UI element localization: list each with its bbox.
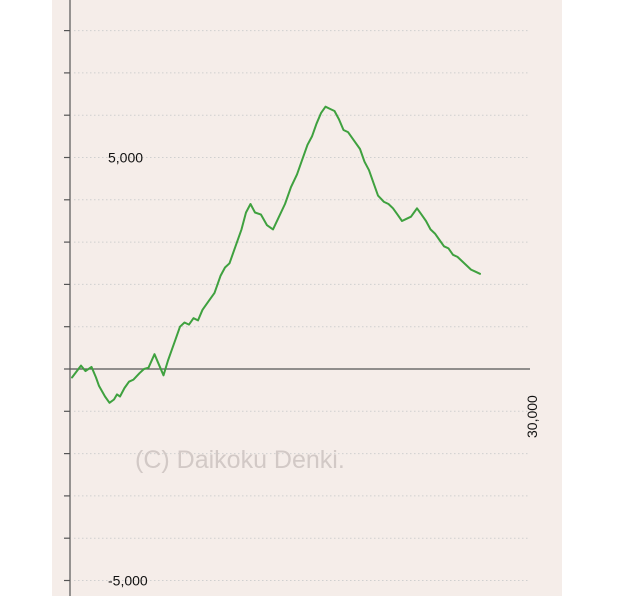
data-point <box>343 129 345 131</box>
data-point <box>368 169 370 171</box>
data-point <box>170 351 172 353</box>
data-point <box>109 402 111 404</box>
data-point <box>373 182 375 184</box>
data-point <box>397 214 399 216</box>
data-point <box>250 203 252 205</box>
data-point <box>434 233 436 235</box>
data-point <box>416 208 418 210</box>
data-point <box>220 275 222 277</box>
data-point <box>290 186 292 188</box>
y-tick-label-positive: 5,000 <box>108 150 143 166</box>
data-point <box>401 220 403 222</box>
y-axis <box>64 0 71 596</box>
data-point <box>98 385 100 387</box>
data-point <box>388 203 390 205</box>
data-point <box>175 339 177 341</box>
data-point <box>443 246 445 248</box>
data-point <box>128 381 130 383</box>
data-point <box>278 216 280 218</box>
data-point <box>188 324 190 326</box>
y-tick-label-negative: -5,000 <box>108 573 148 589</box>
series-layer <box>71 105 481 404</box>
x-tick-label: 30,000 <box>524 395 540 438</box>
gridlines <box>74 30 530 581</box>
data-point <box>91 366 93 368</box>
data-point <box>148 367 150 369</box>
data-point <box>116 394 118 396</box>
data-point <box>260 214 262 216</box>
data-point <box>224 267 226 269</box>
data-point <box>338 119 340 121</box>
data-point <box>377 195 379 197</box>
data-point <box>208 301 210 303</box>
data-point <box>197 320 199 322</box>
data-point <box>392 208 394 210</box>
data-point <box>359 148 361 150</box>
data-point <box>229 263 231 265</box>
data-point <box>143 368 145 370</box>
data-point <box>430 229 432 231</box>
data-point <box>133 379 135 381</box>
data-point <box>124 387 126 389</box>
data-point <box>214 292 216 294</box>
data-point <box>202 309 204 311</box>
data-point <box>119 396 121 398</box>
data-point <box>85 370 87 372</box>
data-point <box>448 248 450 250</box>
data-point <box>364 161 366 163</box>
watermark: (C) Daikoku Denki. <box>135 446 345 474</box>
chart-panel: (C) Daikoku Denki. 5,000 -5,000 30,000 <box>52 0 562 596</box>
data-point <box>284 203 286 205</box>
data-point <box>301 161 303 163</box>
data-point <box>466 265 468 267</box>
data-point <box>425 220 427 222</box>
tick-labels: 5,000 -5,000 30,000 <box>108 150 540 589</box>
data-point <box>80 365 82 367</box>
data-point <box>241 229 243 231</box>
data-point <box>307 144 309 146</box>
data-point <box>254 212 256 214</box>
data-point <box>320 112 322 114</box>
data-point <box>383 201 385 203</box>
data-point <box>452 254 454 256</box>
data-point <box>329 108 331 110</box>
data-point <box>163 375 165 377</box>
data-point <box>235 246 237 248</box>
data-point <box>272 229 274 231</box>
data-point <box>113 399 115 401</box>
data-point <box>334 110 336 112</box>
data-point <box>184 322 186 324</box>
data-point <box>406 218 408 220</box>
line-chart: (C) Daikoku Denki. 5,000 -5,000 30,000 <box>64 0 540 596</box>
data-point <box>413 212 415 214</box>
data-point <box>154 353 156 355</box>
data-point <box>179 326 181 328</box>
data-point <box>139 372 141 374</box>
data-point <box>167 360 169 362</box>
data-point <box>353 140 355 142</box>
data-point <box>470 269 472 271</box>
data-point <box>193 317 195 319</box>
data-point <box>266 224 268 226</box>
data-point <box>104 396 106 398</box>
data-point <box>410 216 412 218</box>
data-point <box>479 273 481 275</box>
data-point <box>71 377 73 379</box>
data-point <box>158 364 160 366</box>
data-point <box>439 239 441 241</box>
series-line <box>71 105 481 404</box>
data-point <box>95 377 97 379</box>
data-point <box>316 123 318 125</box>
data-point <box>475 271 477 273</box>
data-point <box>245 212 247 214</box>
data-point <box>421 214 423 216</box>
data-point <box>296 174 298 176</box>
data-point <box>325 106 327 108</box>
data-point <box>457 256 459 258</box>
data-point <box>311 136 313 138</box>
data-point <box>461 260 463 262</box>
data-point <box>347 131 349 133</box>
